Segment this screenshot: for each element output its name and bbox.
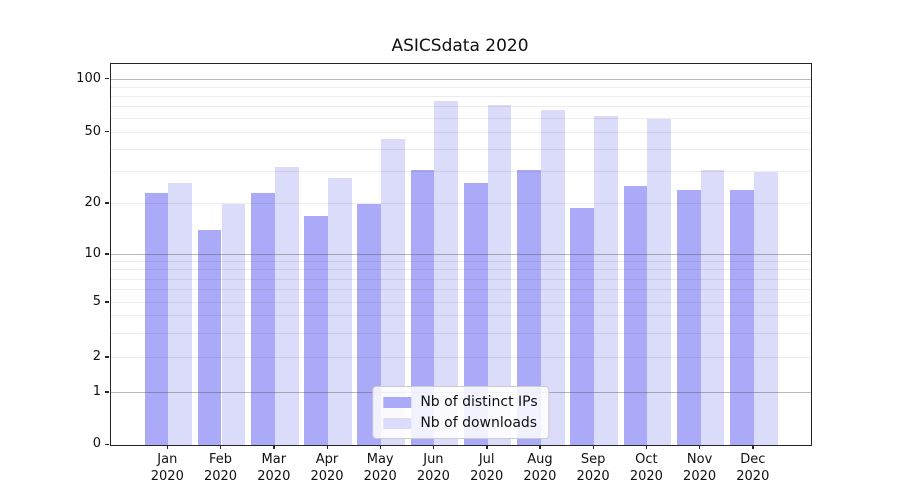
y-tick-label: 20 — [84, 194, 101, 210]
chart-title: ASICSdata 2020 — [391, 36, 529, 56]
legend-label-downloads: Nb of downloads — [420, 415, 538, 431]
legend: Nb of distinct IPs Nb of downloads — [372, 386, 550, 439]
y-tick-mark — [105, 78, 109, 80]
bar-downloads — [328, 177, 352, 445]
x-tick-mark — [166, 445, 169, 449]
bar-distinct-ips — [410, 169, 435, 445]
bar-downloads — [274, 167, 299, 445]
x-tick-mark — [273, 445, 275, 449]
x-tick-label: Dec 2020 — [721, 451, 785, 485]
plot-area: Nb of distinct IPs Nb of downloads — [110, 63, 812, 446]
y-tick-mark — [105, 356, 109, 358]
y-tick-mark — [105, 443, 109, 445]
bar-distinct-ips — [676, 189, 701, 445]
x-tick-mark — [326, 445, 328, 449]
x-tick-mark — [220, 445, 222, 449]
bar-downloads — [700, 169, 725, 445]
bar-distinct-ips — [517, 169, 541, 445]
x-tick-mark — [645, 445, 648, 449]
legend-swatch-distinct-ips-icon — [383, 396, 412, 408]
bar-distinct-ips — [251, 192, 275, 445]
x-tick-year: 2020 — [257, 469, 291, 484]
x-tick-year: 2020 — [576, 469, 610, 484]
x-tick-year: 2020 — [523, 469, 557, 484]
x-tick-mark — [539, 445, 541, 449]
bar-downloads — [540, 110, 565, 445]
bar-downloads — [487, 104, 512, 445]
y-tick-mark — [105, 131, 109, 133]
x-tick-mark — [432, 445, 435, 449]
x-tick-label: Apr 2020 — [295, 451, 359, 485]
x-tick-year: 2020 — [363, 469, 397, 484]
x-tick-mark — [699, 445, 701, 449]
y-tick-mark — [105, 391, 109, 393]
x-tick-mark — [752, 445, 754, 449]
x-tick-year: 2020 — [416, 469, 450, 484]
legend-label-distinct-ips: Nb of distinct IPs — [420, 394, 538, 410]
x-tick-year: 2020 — [736, 469, 770, 484]
x-tick-label: Sep 2020 — [561, 451, 625, 485]
bar-downloads — [381, 139, 405, 445]
x-tick-year: 2020 — [629, 469, 663, 484]
y-tick-label: 0 — [92, 436, 101, 451]
y-tick-mark — [105, 301, 109, 303]
x-tick-year: 2020 — [310, 469, 344, 484]
x-tick-year: 2020 — [203, 469, 238, 484]
x-tick-label: May 2020 — [348, 451, 412, 485]
y-tick-label: 50 — [84, 123, 101, 139]
x-tick-label: Jul 2020 — [455, 451, 519, 485]
x-tick-mark — [486, 445, 488, 449]
bar-distinct-ips — [357, 203, 382, 445]
bar-downloads — [221, 203, 246, 445]
bar-distinct-ips — [570, 207, 595, 445]
x-tick-label: Aug 2020 — [508, 451, 572, 485]
bar-distinct-ips — [144, 192, 169, 445]
x-tick-year: 2020 — [470, 469, 504, 484]
x-tick-label: Mar 2020 — [242, 451, 306, 485]
bar-distinct-ips — [304, 215, 328, 445]
bar-downloads — [594, 116, 618, 445]
bar-downloads — [168, 183, 193, 445]
x-tick-label: Jan 2020 — [135, 451, 199, 485]
y-tick-label: 2 — [92, 348, 101, 364]
x-tick-mark — [379, 445, 382, 449]
x-tick-year: 2020 — [683, 469, 717, 484]
x-tick-label: Feb 2020 — [189, 451, 253, 485]
legend-entry-downloads: Nb of downloads — [383, 415, 537, 431]
bar-downloads — [434, 100, 459, 445]
y-tick-mark — [105, 253, 109, 255]
bar-distinct-ips — [197, 230, 222, 445]
y-tick-label: 10 — [84, 245, 101, 261]
y-tick-label: 1 — [92, 383, 101, 399]
x-tick-label: Oct 2020 — [614, 451, 678, 485]
x-tick-year: 2020 — [150, 469, 184, 484]
bars-layer — [111, 64, 811, 445]
x-tick-label: Nov 2020 — [668, 451, 732, 485]
y-tick-mark — [105, 202, 109, 204]
y-tick-label: 100 — [76, 70, 101, 86]
x-tick-label: Jun 2020 — [401, 451, 465, 485]
bar-distinct-ips — [623, 186, 648, 445]
bar-downloads — [647, 118, 672, 445]
y-tick-label: 5 — [92, 293, 101, 309]
bar-distinct-ips — [463, 183, 488, 445]
legend-swatch-downloads-icon — [383, 417, 412, 429]
bar-downloads — [753, 172, 778, 445]
legend-entry-distinct-ips: Nb of distinct IPs — [383, 394, 538, 410]
bar-distinct-ips — [730, 189, 754, 445]
x-tick-mark — [592, 445, 594, 449]
